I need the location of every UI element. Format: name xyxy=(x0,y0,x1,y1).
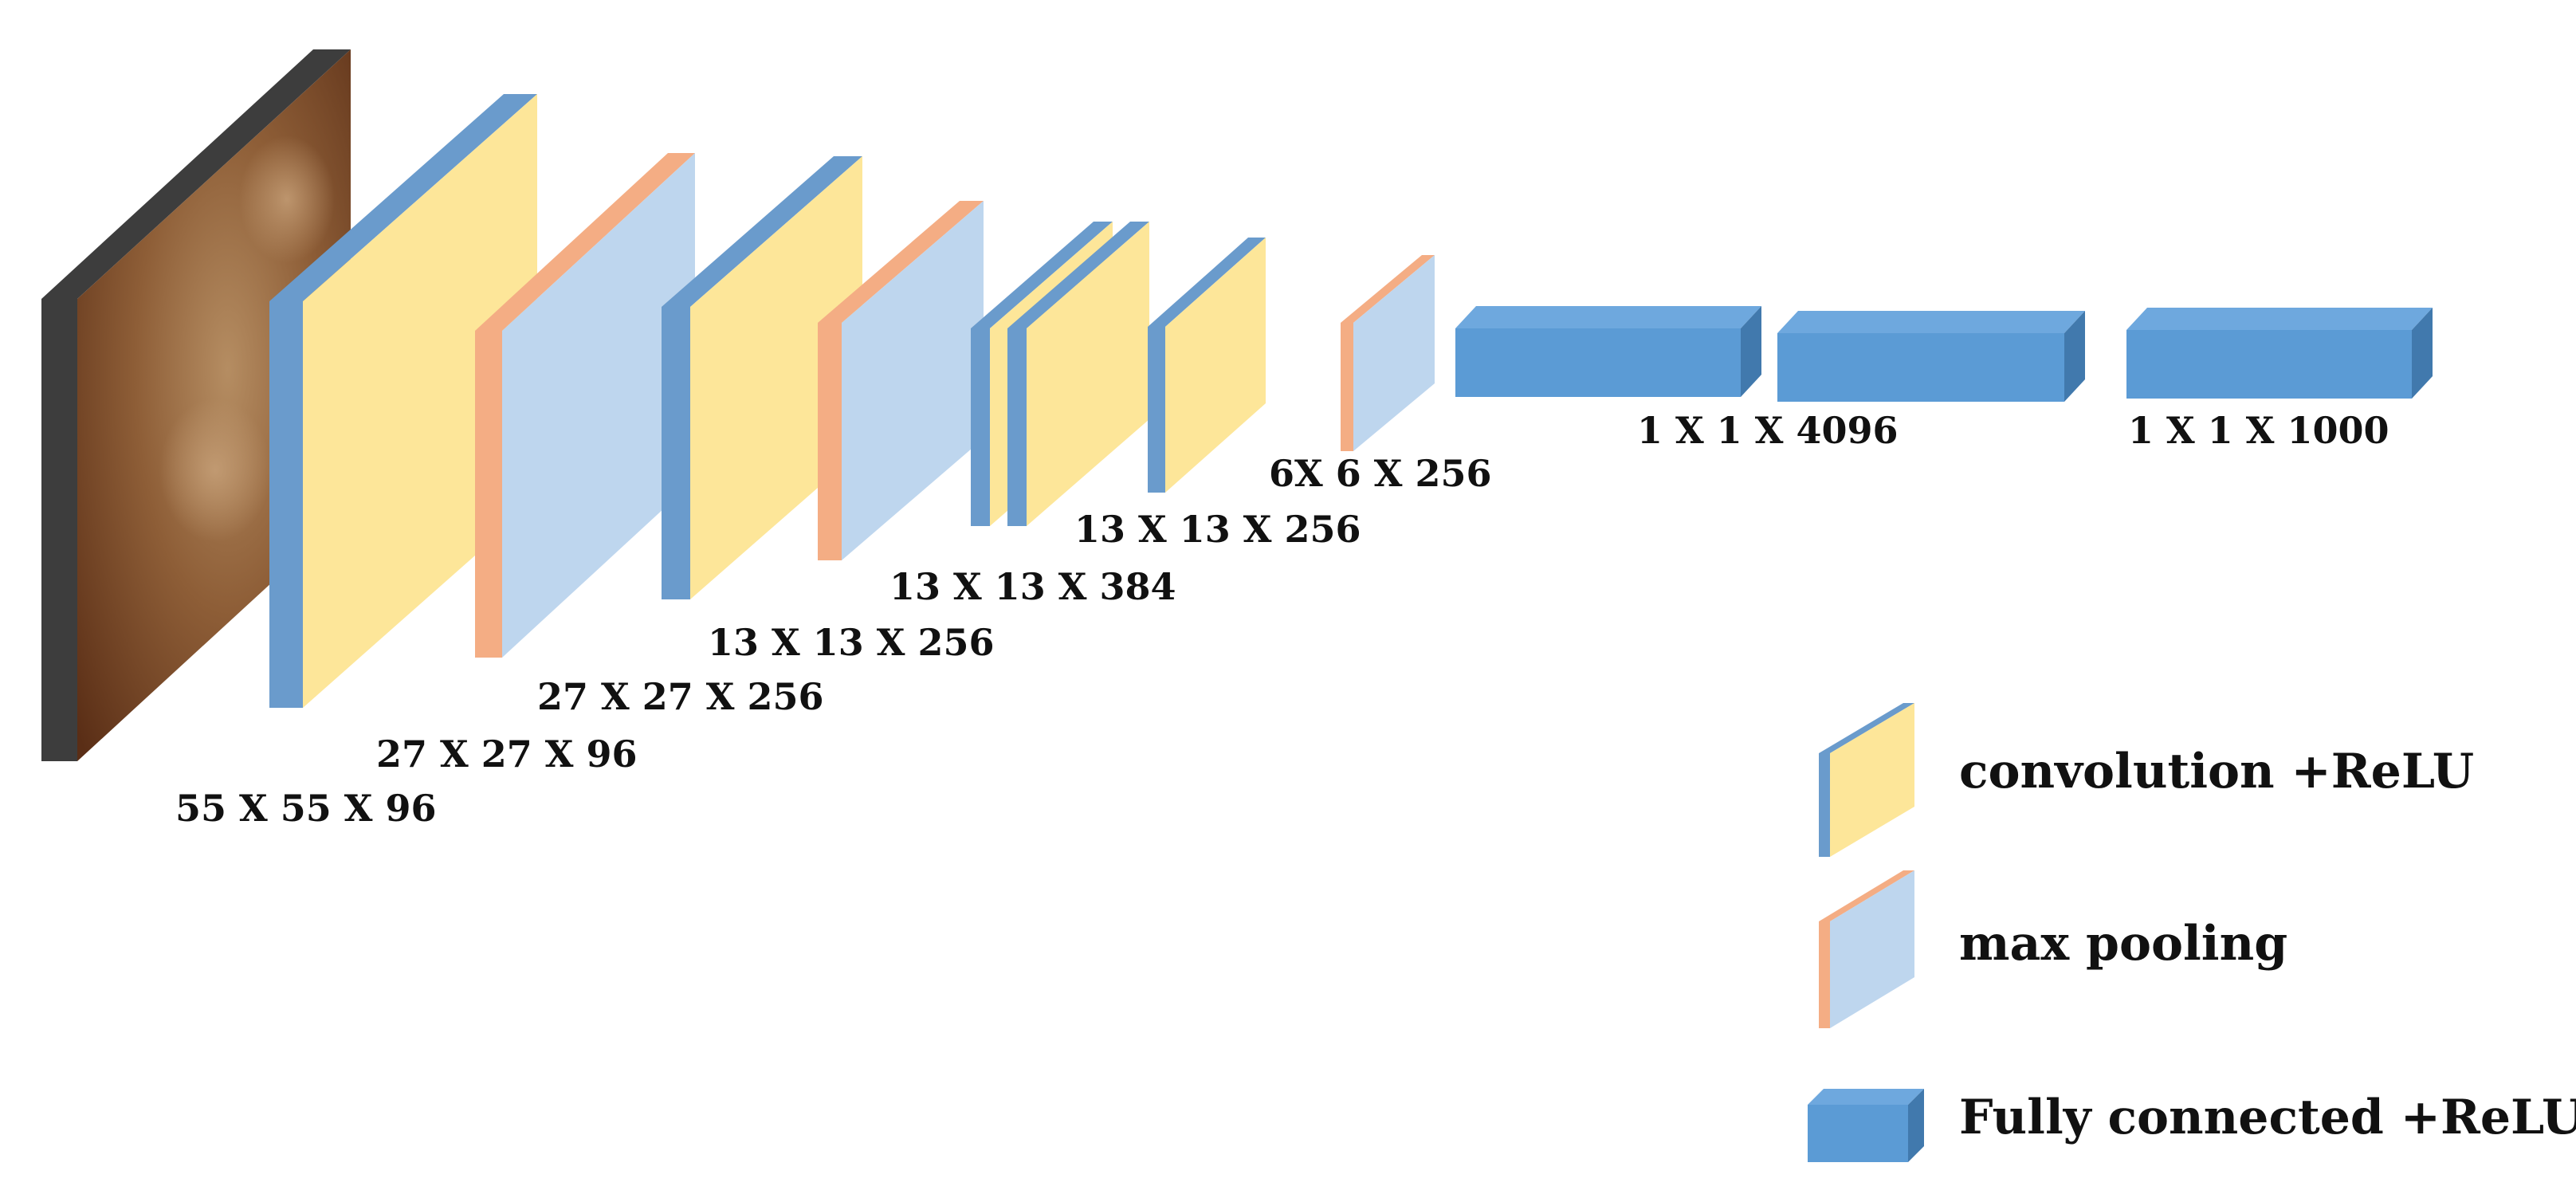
conv-edge-top xyxy=(1819,703,1914,753)
pool-edge-side xyxy=(1819,921,1830,1028)
fc-front xyxy=(1777,333,2064,402)
pool-edge-top xyxy=(475,153,695,331)
fc-top xyxy=(2126,308,2433,330)
conv-edge-side xyxy=(971,328,990,526)
label-fc1-dims: 1 X 1 X 4096 xyxy=(1637,409,1898,452)
legend-conv-label: convolution +ReLU xyxy=(1959,744,2474,799)
fc1-layer xyxy=(1455,306,1761,397)
conv-edge-top xyxy=(662,156,862,307)
conv-face xyxy=(690,156,862,599)
conv-face xyxy=(303,94,537,708)
conv-face xyxy=(1165,238,1266,493)
input-image-highlight xyxy=(239,136,335,263)
legend-fc-label: Fully connected +ReLU xyxy=(1959,1090,2576,1145)
conv-edge-side xyxy=(1148,327,1165,493)
conv-edge-top xyxy=(1148,238,1266,327)
fc-front xyxy=(1808,1105,1908,1162)
fc-front xyxy=(1455,328,1741,397)
conv-edge-top xyxy=(1007,222,1149,328)
pool-edge-side xyxy=(475,331,502,658)
pool1-layer xyxy=(475,153,695,658)
legend-fc-swatch xyxy=(1808,1089,1924,1162)
input-image-highlight xyxy=(159,399,271,542)
pool-edge-top xyxy=(818,201,984,323)
fc-top xyxy=(1777,311,2085,333)
pool-face xyxy=(842,201,984,560)
pool-face xyxy=(1830,870,1914,1028)
pool-face xyxy=(502,153,695,658)
conv-edge-top xyxy=(971,222,1113,328)
input-image-layer xyxy=(41,49,351,761)
label-conv4-dims: 13 X 13 X 256 xyxy=(1074,508,1361,551)
label-pool1-dims: 27 X 27 X 256 xyxy=(537,675,824,718)
fc-side xyxy=(1741,306,1761,397)
conv2-layer xyxy=(662,156,862,599)
pool-face xyxy=(1353,255,1435,451)
conv-edge-top xyxy=(269,94,537,301)
fc-top xyxy=(1455,306,1761,328)
conv1-layer xyxy=(269,94,537,708)
fc-side xyxy=(1908,1089,1924,1162)
conv-face xyxy=(1027,222,1149,526)
label-pool3-dims: 6X 6 X 256 xyxy=(1269,452,1491,495)
pool-edge-side xyxy=(818,323,842,560)
pool-edge-top xyxy=(1819,870,1914,921)
conv-edge-side xyxy=(1819,753,1830,857)
label-conv2-dims: 13 X 13 X 256 xyxy=(708,621,995,664)
fc-side xyxy=(2412,308,2433,399)
label-input-dims: 55 X 55 X 96 xyxy=(175,787,436,830)
legend-pool-label: max pooling xyxy=(1959,916,2287,972)
label-fc3-dims: 1 X 1 X 1000 xyxy=(2128,409,2389,452)
pool-edge-top xyxy=(1341,255,1435,323)
fc3-layer xyxy=(2126,308,2433,399)
conv-edge-side xyxy=(269,301,303,708)
conv-edge-side xyxy=(1007,328,1027,526)
legend-conv-swatch xyxy=(1819,703,1914,857)
fc2-layer xyxy=(1777,311,2085,402)
pool2-layer xyxy=(818,201,984,560)
fc-top xyxy=(1808,1089,1924,1105)
input-image-top xyxy=(41,49,351,299)
fc-front xyxy=(2126,330,2412,399)
input-image-side xyxy=(41,299,77,761)
legend: convolution +ReLU max pooling Fully conn… xyxy=(1808,703,2576,1162)
label-conv3-dims: 13 X 13 X 384 xyxy=(889,565,1176,608)
conv-edge-side xyxy=(662,307,690,599)
conv4-layer xyxy=(1007,222,1149,526)
fc-side xyxy=(2064,311,2085,402)
label-conv1-dims: 27 X 27 X 96 xyxy=(376,733,637,776)
conv5-layer xyxy=(1148,238,1266,493)
legend-pool-swatch xyxy=(1819,870,1914,1028)
pool3-layer xyxy=(1341,255,1435,451)
pool-edge-side xyxy=(1341,323,1353,451)
conv-face xyxy=(1830,703,1914,857)
